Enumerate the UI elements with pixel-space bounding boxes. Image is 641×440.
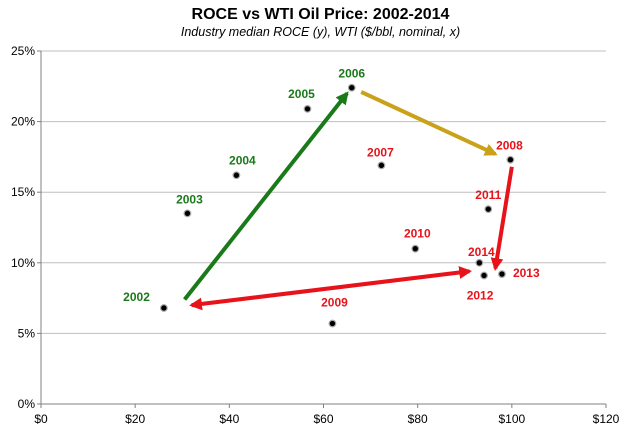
point-label-2007: 2007: [367, 145, 394, 159]
y-tick-label: 10%: [11, 256, 35, 270]
x-tick-label: $20: [125, 412, 145, 426]
data-point-2014: [475, 258, 484, 267]
x-tick-label: $120: [593, 412, 620, 426]
point-label-2002: 2002: [123, 290, 150, 304]
point-label-2012: 2012: [467, 289, 494, 303]
data-point-2004: [232, 171, 241, 180]
point-label-2013: 2013: [513, 266, 540, 280]
point-label-2004: 2004: [229, 153, 256, 167]
data-point-2002: [159, 304, 168, 312]
data-point-2005: [303, 104, 312, 113]
data-point-2009: [328, 319, 337, 328]
y-tick-label: 15%: [11, 185, 35, 199]
trend-arrow: [490, 166, 514, 271]
point-label-2010: 2010: [404, 227, 431, 241]
data-point-2013: [498, 270, 506, 278]
point-label-2011: 2011: [475, 188, 501, 202]
point-label-2008: 2008: [496, 139, 523, 153]
data-point-2007: [377, 161, 386, 170]
x-tick-label: $80: [408, 412, 428, 426]
data-point-2006: [347, 83, 356, 92]
y-tick-label: 0%: [18, 397, 36, 411]
chart-title: ROCE vs WTI Oil Price: 2002-2014: [191, 6, 450, 23]
trend-arrow: [360, 90, 498, 156]
y-tick-label: 25%: [11, 44, 35, 58]
point-label-2005: 2005: [288, 87, 315, 101]
x-tick-label: $40: [219, 412, 239, 426]
y-tick-label: 5%: [18, 326, 36, 340]
x-tick-label: $60: [313, 412, 333, 426]
trend-arrow: [189, 266, 472, 311]
trend-arrow: [183, 91, 349, 301]
x-tick-label: $100: [498, 412, 525, 426]
point-label-2003: 2003: [176, 192, 203, 206]
data-point-2012: [480, 271, 488, 280]
x-tick-label: $0: [34, 412, 48, 426]
chart-subtitle: Industry median ROCE (y), WTI ($/bbl, no…: [180, 25, 461, 39]
data-point-2003: [183, 209, 192, 218]
data-point-2008: [506, 155, 515, 164]
data-point-2011: [484, 205, 493, 214]
point-label-2014: 2014: [468, 245, 495, 259]
point-label-2009: 2009: [321, 296, 348, 310]
data-point-2010: [411, 244, 420, 253]
point-label-2006: 2006: [338, 67, 365, 81]
y-tick-label: 20%: [11, 115, 35, 129]
